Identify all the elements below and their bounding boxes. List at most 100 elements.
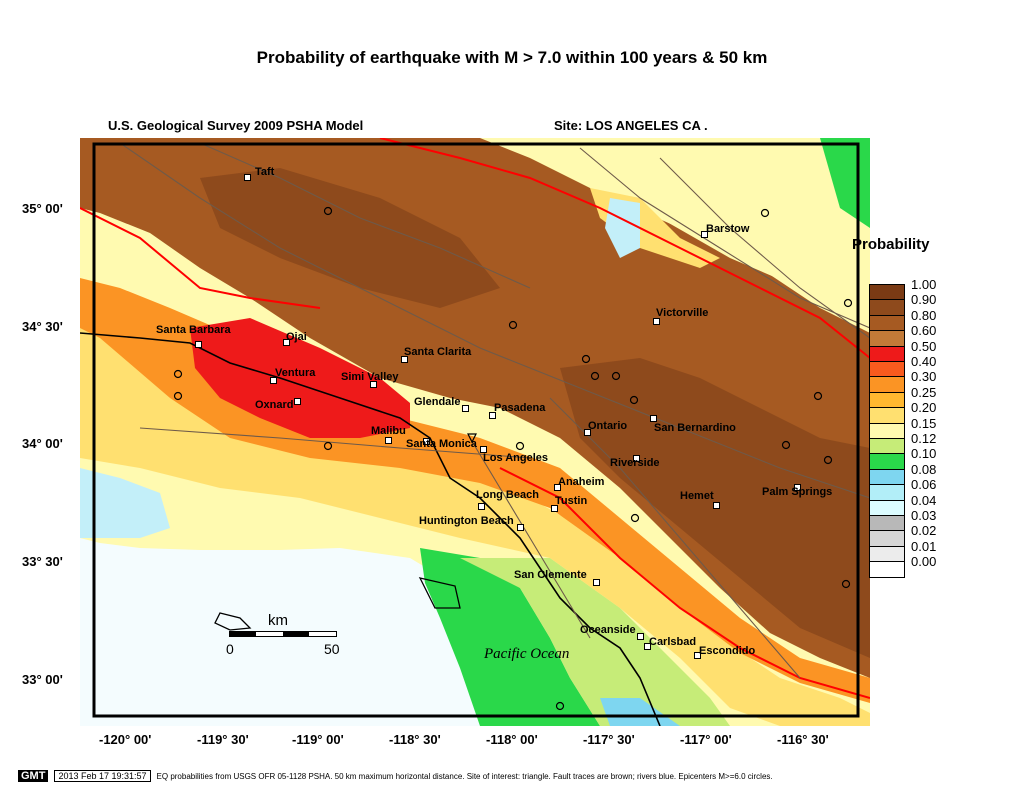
footer: GMT 2013 Feb 17 19:31:57 EQ probabilitie… — [18, 770, 773, 782]
lon-label: -118° 30' — [389, 732, 441, 747]
city-label: Malibu — [371, 425, 406, 437]
city-marker — [554, 484, 561, 491]
city-label: Palm Springs — [762, 486, 833, 498]
city-label: Anaheim — [558, 476, 605, 488]
epicenters — [173, 206, 853, 711]
site-label: Site: LOS ANGELES CA . — [554, 118, 708, 133]
island-catalina — [418, 577, 461, 609]
lat-label: 34° 30' — [22, 319, 63, 334]
legend-level-label: 0.20 — [911, 400, 937, 416]
city-marker — [462, 405, 469, 412]
city-marker — [294, 398, 301, 405]
city-label: San Bernardino — [654, 422, 736, 434]
city-label: Hemet — [680, 490, 714, 502]
city-label: Pasadena — [494, 402, 546, 414]
ocean-label: Pacific Ocean — [484, 646, 570, 662]
legend-level-label: 0.03 — [911, 508, 937, 523]
legend-level-label: 0.40 — [911, 354, 937, 369]
zone-010 — [420, 548, 600, 726]
legend-swatch — [869, 376, 905, 393]
zone-008-south — [600, 698, 680, 726]
coastline — [80, 332, 661, 726]
city-marker — [650, 415, 657, 422]
city-label: Escondido — [699, 645, 756, 657]
city-marker — [701, 231, 708, 238]
city-label: Riverside — [610, 457, 660, 469]
legend-swatch — [869, 438, 905, 455]
legend-swatch — [869, 468, 905, 486]
zone-boundary-west — [80, 207, 321, 309]
city-marker — [551, 505, 558, 512]
legend-level-label: 1.00 — [911, 277, 937, 292]
city-label: Victorville — [656, 307, 709, 319]
legend-level-label: 0.04 — [911, 492, 937, 508]
zone-015-north — [520, 138, 870, 298]
lon-label: -119° 30' — [197, 732, 249, 747]
footer-date: 2013 Feb 17 19:31:57 — [54, 770, 151, 782]
legend-level-label: 0.90 — [911, 292, 937, 308]
city-label: Tustin — [555, 495, 588, 507]
lon-label: -117° 00' — [680, 732, 732, 747]
lon-label: -116° 30' — [777, 732, 829, 747]
site-triangle — [467, 433, 477, 444]
zone-boundary-north — [379, 138, 870, 359]
city-label: Oxnard — [255, 399, 294, 411]
scale-bar-unit: km — [268, 612, 288, 629]
city-marker — [713, 502, 720, 509]
fault-traces — [119, 142, 870, 679]
city-marker — [270, 377, 277, 384]
legend-level-label: 0.00 — [911, 554, 937, 570]
city-marker — [195, 341, 202, 348]
city-marker — [401, 356, 408, 363]
legend-swatch — [869, 314, 905, 332]
lat-label: 33° 00' — [22, 672, 63, 687]
city-marker — [694, 652, 701, 659]
legend-level-label: 0.10 — [911, 446, 937, 462]
hazard-map-canvas — [80, 138, 870, 726]
scale-bar — [229, 631, 337, 637]
legend-level-label: 0.60 — [911, 323, 937, 339]
city-marker — [794, 484, 801, 491]
zone-008-north — [605, 198, 640, 258]
city-label: Simi Valley — [341, 371, 399, 383]
legend-swatch — [869, 284, 905, 301]
gmt-badge: GMT — [18, 770, 49, 782]
city-label: Barstow — [706, 223, 750, 235]
city-label: Ventura — [275, 367, 316, 379]
city-label: Oceanside — [580, 624, 636, 636]
city-label: Santa Barbara — [156, 324, 231, 336]
scale-bar-end: 50 — [324, 641, 340, 657]
zone-020 — [80, 328, 870, 726]
lat-label: 35° 00' — [22, 201, 63, 216]
city-label: San Clemente — [514, 569, 587, 581]
city-marker — [637, 633, 644, 640]
legend-level-label: 0.08 — [911, 461, 937, 477]
legend-level-label: 0.01 — [911, 538, 937, 554]
city-marker — [593, 579, 600, 586]
city-label: Ontario — [588, 420, 628, 432]
legend-swatch — [869, 299, 905, 316]
legend-level-label: 0.80 — [911, 307, 937, 323]
city-marker — [283, 339, 290, 346]
legend-swatch — [869, 391, 905, 409]
legend-swatch — [869, 515, 905, 532]
city-label: Los Angeles — [483, 452, 548, 464]
legend-swatch — [869, 361, 905, 378]
zone-015 — [460, 558, 730, 726]
city-marker — [423, 438, 430, 445]
lon-label: -118° 00' — [486, 732, 538, 747]
city-label: Carlsbad — [649, 636, 697, 648]
lon-label: -120° 00' — [99, 732, 152, 747]
zone-008 — [80, 468, 170, 538]
city-marker — [517, 524, 524, 531]
scale-bar-start: 0 — [226, 641, 234, 657]
legend-level-label: 0.50 — [911, 338, 937, 354]
legend-swatch — [869, 330, 905, 347]
legend-level-label: 0.02 — [911, 523, 937, 539]
city-marker — [633, 455, 640, 462]
lat-label: 33° 30' — [22, 554, 63, 569]
city-label: Santa Clarita — [404, 346, 472, 358]
city-marker — [489, 412, 496, 419]
zone-090-north — [200, 168, 500, 308]
lat-label: 34° 00' — [22, 436, 63, 451]
